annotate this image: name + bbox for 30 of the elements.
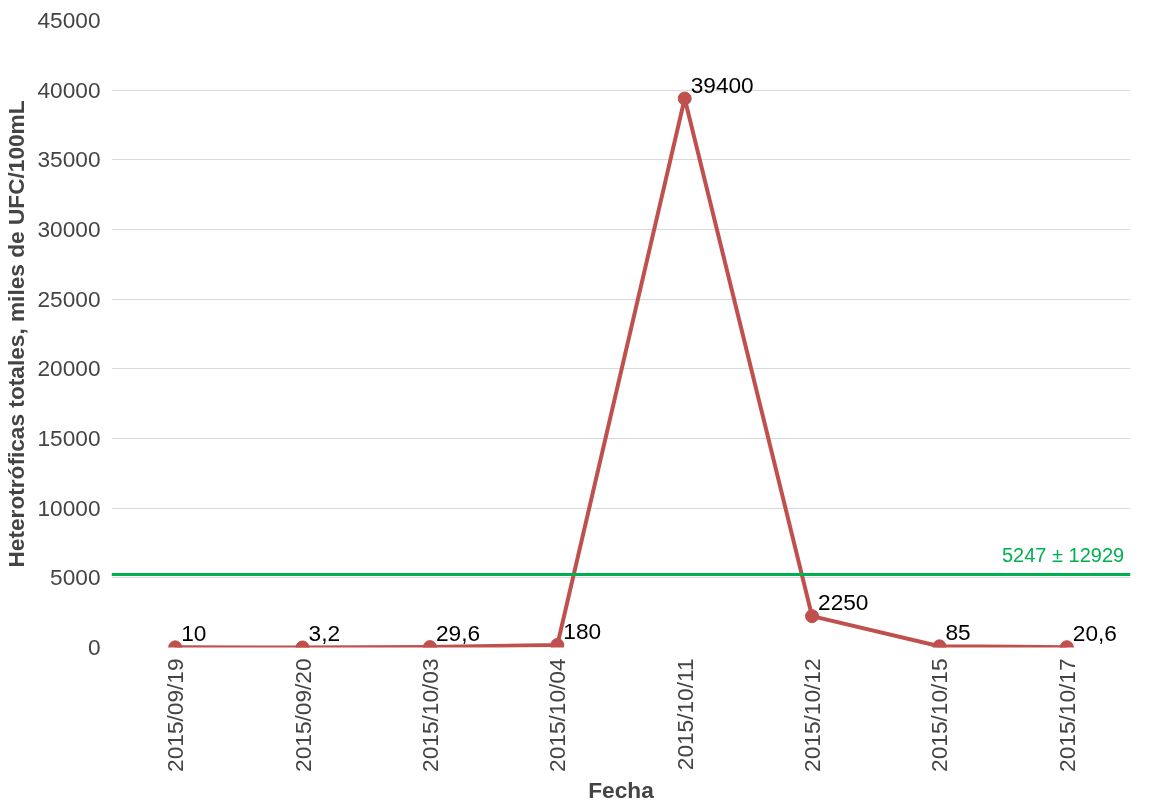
x-tick-label: 2015/10/11 bbox=[671, 658, 698, 771]
data-label: 85 bbox=[945, 619, 971, 646]
y-tick-label: 10000 bbox=[37, 494, 101, 521]
x-tick-label: 2015/10/04 bbox=[544, 658, 571, 772]
x-tick-label: 2015/09/20 bbox=[289, 658, 316, 772]
y-tick-label: 20000 bbox=[37, 355, 101, 382]
x-tick-label: 2015/10/17 bbox=[1053, 658, 1080, 772]
y-tick-label: 35000 bbox=[37, 146, 101, 173]
y-tick-label: 25000 bbox=[37, 285, 101, 312]
y-tick-label: 15000 bbox=[37, 425, 101, 451]
y-tick-label: 30000 bbox=[37, 216, 101, 242]
data-label: 29,6 bbox=[435, 620, 481, 647]
data-label: 180 bbox=[563, 617, 602, 644]
x-tick-label: 2015/09/19 bbox=[162, 658, 189, 772]
y-tick-label: 0 bbox=[87, 634, 101, 660]
data-label: 2250 bbox=[818, 589, 869, 616]
x-tick-label: 2015/10/15 bbox=[926, 658, 953, 772]
x-tick-label: 2015/10/03 bbox=[416, 658, 443, 772]
data-label: 10 bbox=[181, 620, 207, 647]
y-tick-label: 45000 bbox=[37, 7, 101, 33]
x-tick-label: 2015/10/12 bbox=[799, 658, 826, 772]
point bbox=[677, 91, 692, 106]
data-label: 39400 bbox=[690, 71, 754, 98]
y-tick-label: 40000 bbox=[37, 76, 101, 103]
data-label: 20,6 bbox=[1072, 620, 1117, 647]
x-axis-title: Fecha bbox=[588, 776, 655, 803]
y-axis-title: Heterotróficas totales, miles de UFC/100mL bbox=[3, 100, 30, 568]
data-label: 3,2 bbox=[308, 620, 341, 647]
ref-line-label: 5247 ± 12929 bbox=[1001, 544, 1125, 567]
y-tick-label: 5000 bbox=[50, 564, 101, 591]
